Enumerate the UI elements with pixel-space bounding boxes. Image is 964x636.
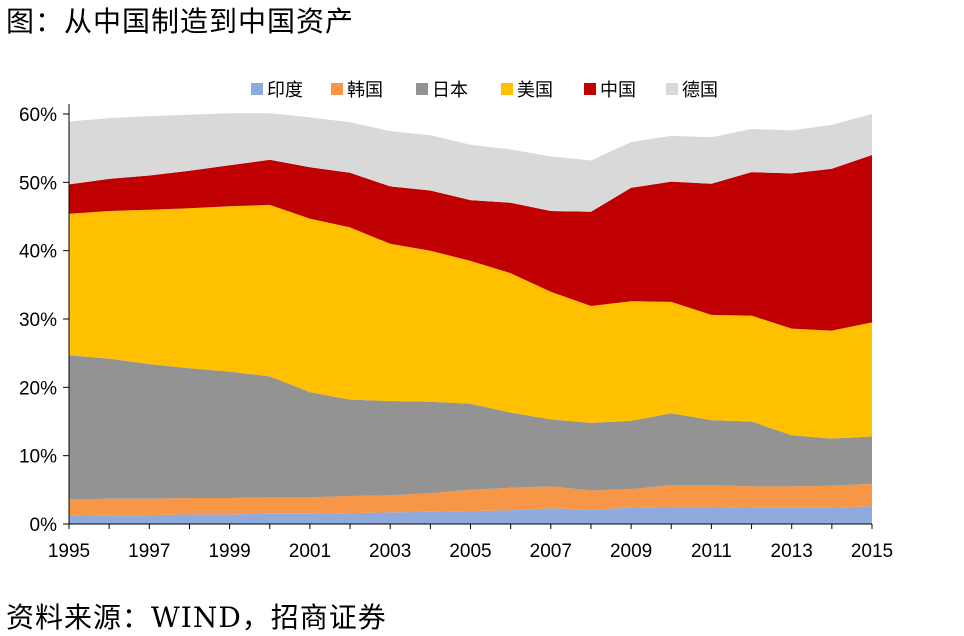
legend-swatch bbox=[666, 83, 678, 95]
legend-label: 美国 bbox=[517, 80, 553, 101]
x-tick-label: 1999 bbox=[208, 541, 250, 562]
legend: 印度 韩国 日本 美国 中国 德国 bbox=[251, 80, 718, 101]
x-tick-label: 2009 bbox=[610, 541, 652, 562]
x-tick-label: 2005 bbox=[449, 541, 491, 562]
source-note: 资料来源：WIND，招商证券 bbox=[6, 601, 387, 634]
y-tick-label: 30% bbox=[19, 310, 57, 331]
x-tick-label: 2003 bbox=[369, 541, 411, 562]
x-tick-label: 2015 bbox=[851, 541, 893, 562]
legend-label: 韩国 bbox=[347, 80, 383, 101]
chart: 印度 韩国 日本 美国 中国 德国 0%10%20%30%40%50%60% 1995 19… bbox=[19, 80, 893, 562]
area-series-4 bbox=[69, 155, 872, 331]
y-tick-label: 50% bbox=[19, 173, 57, 194]
legend-label: 日本 bbox=[432, 80, 468, 101]
legend-swatch bbox=[416, 83, 428, 95]
y-tick-label: 60% bbox=[19, 105, 57, 126]
y-tick-label: 10% bbox=[19, 447, 57, 468]
y-tick-label: 20% bbox=[19, 378, 57, 399]
legend-swatch bbox=[584, 83, 596, 95]
legend-label: 中国 bbox=[600, 80, 636, 101]
legend-label: 德国 bbox=[682, 80, 718, 101]
x-tick-label: 2007 bbox=[530, 541, 572, 562]
x-tick-label: 2011 bbox=[691, 541, 732, 562]
legend-swatch bbox=[331, 83, 343, 95]
legend-swatch bbox=[501, 83, 513, 95]
x-tick-label: 2013 bbox=[771, 541, 813, 562]
x-tick-label: 2001 bbox=[289, 541, 331, 562]
plot-areas bbox=[69, 113, 872, 524]
chart-title: 图：从中国制造到中国资产 bbox=[6, 5, 355, 38]
x-axis: 1995 1997 1999 2001 2003 2005 2007 2009 2011 2013… bbox=[48, 523, 893, 562]
legend-swatch bbox=[251, 83, 263, 95]
y-tick-label: 40% bbox=[19, 242, 57, 263]
area-series-2 bbox=[69, 355, 872, 500]
legend-label: 印度 bbox=[267, 80, 303, 101]
area-series-0 bbox=[69, 506, 872, 524]
area-series-1 bbox=[69, 483, 872, 516]
area-series-5 bbox=[69, 113, 872, 212]
y-axis: 0% 10% 20% 30% 40% 50% 60% bbox=[19, 104, 70, 536]
area-series-3 bbox=[69, 204, 872, 439]
x-tick-label: 1997 bbox=[128, 541, 170, 562]
y-tick-label: 0% bbox=[30, 515, 58, 536]
x-tick-label: 1995 bbox=[48, 541, 90, 562]
